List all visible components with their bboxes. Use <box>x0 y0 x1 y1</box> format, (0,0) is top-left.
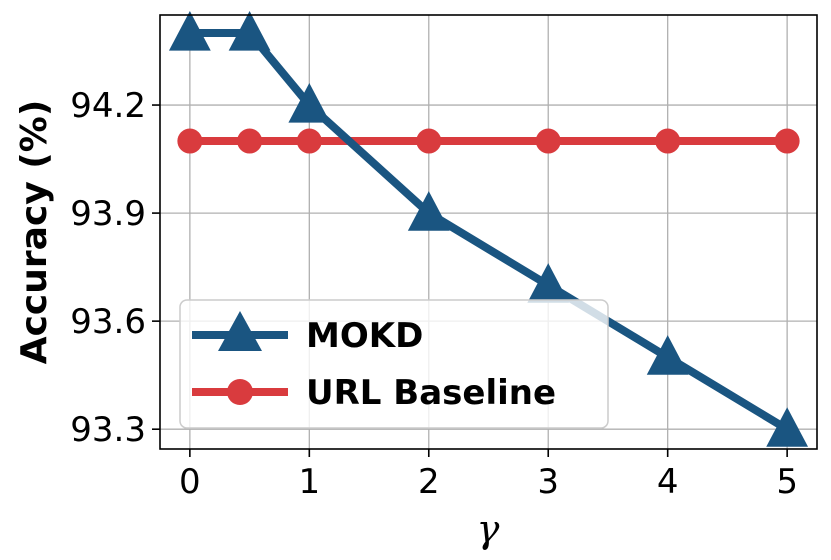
url-baseline-point-marker <box>774 128 800 154</box>
mokd-point-marker <box>407 191 450 231</box>
url-baseline-point-marker <box>237 128 263 154</box>
legend-url-circle-marker <box>227 379 253 405</box>
url-baseline-point-marker <box>416 128 442 154</box>
y-axis-title: Accuracy (%) <box>14 100 55 365</box>
mokd-point-marker <box>527 263 570 303</box>
url-baseline-point-marker <box>655 128 681 154</box>
x-tick-label: 0 <box>179 462 201 502</box>
y-tick-label: 93.3 <box>70 410 146 450</box>
legend-mokd-label: MOKD <box>306 316 423 356</box>
plot-frame <box>159 14 818 450</box>
mokd-point-marker <box>288 83 331 123</box>
mokd-point-marker <box>228 11 271 51</box>
x-tick-label: 2 <box>418 462 440 502</box>
url-baseline-point-marker <box>535 128 561 154</box>
legend: MOKD URL Baseline <box>179 299 609 429</box>
mokd-point-marker <box>646 335 689 375</box>
x-tick-label: 3 <box>537 462 559 502</box>
mokd-point-marker <box>168 11 211 51</box>
series-layer <box>168 11 809 447</box>
x-axis-title: γ <box>477 507 500 551</box>
x-tick-label: 4 <box>657 462 679 502</box>
y-tick-label: 93.6 <box>70 302 146 342</box>
url-baseline-point-marker <box>296 128 322 154</box>
mokd-point-marker <box>766 407 809 447</box>
url-baseline-point-marker <box>177 128 203 154</box>
tick-layer: 0 1 2 3 4 5 93.3 93.6 93.9 94.2 <box>70 86 798 502</box>
x-tick-label: 5 <box>776 462 798 502</box>
legend-url-label: URL Baseline <box>306 373 556 413</box>
y-tick-label: 93.9 <box>70 194 146 234</box>
legend-mokd-triangle-marker <box>218 311 262 351</box>
x-tick-label: 1 <box>298 462 320 502</box>
y-tick-label: 94.2 <box>70 86 146 126</box>
